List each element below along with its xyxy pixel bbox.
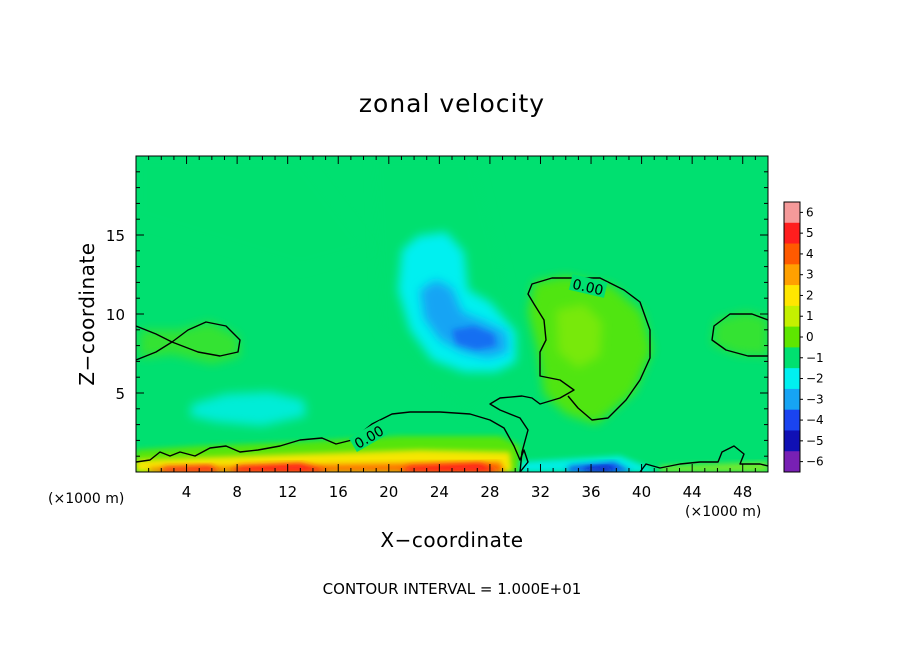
colorbar-label: −2 — [806, 372, 824, 386]
colorbar-swatch — [784, 388, 800, 411]
x-tick-label: 16 — [329, 483, 348, 501]
zero-contour-left-lobe — [136, 321, 241, 361]
colorbar-swatch — [784, 202, 800, 224]
zero-contour-right-lobe — [711, 313, 768, 357]
colorbar-label: 0 — [806, 330, 814, 344]
x-tick-label: 32 — [531, 483, 550, 501]
x-tick-label: 44 — [683, 483, 702, 501]
contour-label-upper-background — [568, 274, 608, 298]
surface-red-spot-3 — [160, 465, 220, 472]
x-tick-label: 4 — [182, 483, 192, 501]
contour-interval-note: CONTOUR INTERVAL = 1.000E+01 — [323, 580, 582, 598]
deep-blue-core — [452, 326, 496, 350]
surface-red-spot-2 — [400, 463, 500, 472]
left-positive-lobe — [140, 322, 240, 364]
y-axis: 5 10 15 — [106, 171, 768, 457]
upper-left-band — [136, 156, 372, 270]
colorbar-label: 2 — [806, 288, 814, 302]
colorbar-label: 1 — [806, 309, 814, 323]
surface-negative-cyan — [520, 456, 660, 472]
colorbar-swatch — [784, 243, 800, 265]
colorbar: 6 5 4 3 2 1 0 −1 −2 −3 −4 −5 −6 — [783, 201, 824, 473]
x-tick-label: 8 — [232, 483, 242, 501]
surface-negative-core — [584, 466, 616, 472]
right-edge-positive-lobe — [712, 312, 768, 356]
colorbar-label: 6 — [806, 205, 814, 219]
x-tick-label: 28 — [480, 483, 499, 501]
colorbar-label: −3 — [806, 392, 824, 406]
y-tick-label: 5 — [115, 385, 125, 403]
x-tick-label: 12 — [278, 483, 297, 501]
colorbar-label: 3 — [806, 268, 814, 282]
colorbar-label: 4 — [806, 247, 814, 261]
surface-red-spot-1 — [230, 463, 330, 472]
y-axis-title: Z−coordinate — [75, 242, 99, 385]
colorbar-swatch — [784, 222, 800, 245]
colorbar-swatch — [784, 264, 800, 286]
x-unit-left: (×1000 m) — [48, 491, 124, 507]
right-positive-core — [556, 304, 602, 368]
colorbar-swatch — [784, 285, 800, 307]
x-tick-label: 36 — [581, 483, 600, 501]
colorbar-swatch — [784, 305, 800, 328]
colorbar-swatch — [784, 326, 800, 348]
x-tick-label: 24 — [430, 483, 449, 501]
x-tick-label: 20 — [379, 483, 398, 501]
colorbar-label: −1 — [806, 351, 824, 365]
contour-label-lower-background — [348, 420, 389, 453]
y-tick-label: 10 — [106, 306, 125, 324]
colorbar-swatch — [784, 368, 800, 390]
colorbar-swatch — [784, 451, 800, 473]
colorbar-label: 5 — [806, 226, 814, 240]
x-tick-label: 40 — [632, 483, 651, 501]
colorbar-swatch — [784, 430, 800, 452]
contour-label-upper: 0.00 — [571, 277, 605, 300]
zero-contour-surface-right — [639, 445, 768, 472]
colorbar-label: −6 — [806, 455, 824, 469]
zero-contour-surface — [136, 411, 529, 472]
left-cyan-patch — [190, 392, 306, 426]
x-tick-label: 48 — [733, 483, 752, 501]
x-unit-right: (×1000 m) — [685, 504, 761, 520]
colorbar-swatch — [784, 409, 800, 431]
velocity-field — [136, 156, 768, 472]
colorbar-label: −4 — [806, 413, 824, 427]
colorbar-swatch — [784, 347, 800, 369]
zero-contour-plume — [489, 277, 651, 472]
x-axis: 4 8 12 16 20 24 28 32 36 40 44 48 — [148, 156, 756, 501]
x-axis-title: X−coordinate — [380, 528, 523, 552]
chart-title: zonal velocity — [359, 89, 545, 118]
colorbar-label: −5 — [806, 434, 824, 448]
y-tick-label: 15 — [106, 227, 125, 245]
